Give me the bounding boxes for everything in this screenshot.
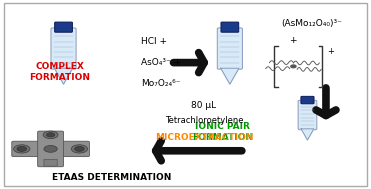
FancyBboxPatch shape <box>51 28 76 69</box>
Text: ETAAS DETERMINATION: ETAAS DETERMINATION <box>52 173 172 182</box>
Circle shape <box>44 146 57 152</box>
FancyBboxPatch shape <box>301 96 314 104</box>
Polygon shape <box>55 68 73 84</box>
FancyBboxPatch shape <box>217 28 242 69</box>
FancyBboxPatch shape <box>298 100 317 130</box>
Text: +: + <box>289 36 296 45</box>
Polygon shape <box>221 68 239 84</box>
Text: Tetrachloroetylene: Tetrachloroetylene <box>165 116 243 125</box>
Circle shape <box>14 145 30 153</box>
Circle shape <box>43 131 58 139</box>
FancyBboxPatch shape <box>12 141 89 157</box>
FancyBboxPatch shape <box>44 159 57 166</box>
FancyBboxPatch shape <box>37 131 63 167</box>
Circle shape <box>46 133 55 137</box>
Text: COMPLEX
FORMATION: COMPLEX FORMATION <box>29 62 90 82</box>
Text: AsO₄³⁻ +: AsO₄³⁻ + <box>141 58 181 67</box>
FancyBboxPatch shape <box>55 22 72 32</box>
Text: IONIC PAIR
FORMATION: IONIC PAIR FORMATION <box>192 122 253 142</box>
Text: HCl +: HCl + <box>141 37 167 46</box>
Circle shape <box>75 146 84 151</box>
Circle shape <box>291 65 296 68</box>
Text: MICROEXTRACTION: MICROEXTRACTION <box>155 133 253 142</box>
Circle shape <box>17 146 27 151</box>
Text: Mo₇O₂₄⁶⁻: Mo₇O₂₄⁶⁻ <box>141 79 181 88</box>
Text: 80 µL: 80 µL <box>191 101 217 110</box>
Text: (AsMo₁₂O₄₀)³⁻: (AsMo₁₂O₄₀)³⁻ <box>282 19 342 28</box>
Circle shape <box>71 145 88 153</box>
FancyBboxPatch shape <box>221 22 239 32</box>
Polygon shape <box>301 129 314 140</box>
Text: +: + <box>327 47 334 56</box>
